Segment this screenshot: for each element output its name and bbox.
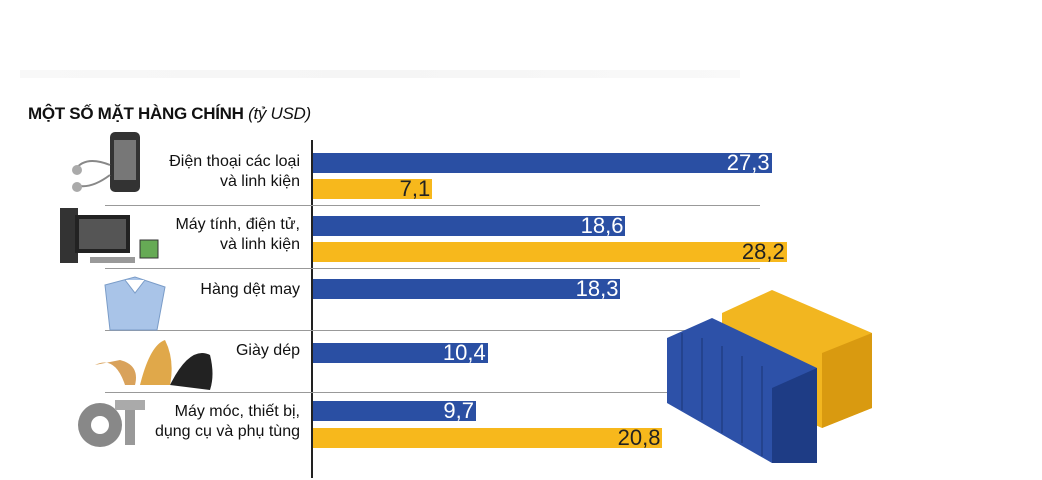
bar-yellow: 28,2 (313, 239, 787, 264)
category-label: Giày dép (236, 341, 300, 361)
row-divider (105, 205, 760, 206)
shoes-icon (95, 340, 213, 390)
data-label: 27,3 (726, 150, 770, 175)
category-label: Máy móc, thiết bị, dụng cụ và phụ tùng (155, 402, 300, 442)
bar-blue: 18,6 (313, 213, 626, 238)
data-label: 10,4 (442, 340, 486, 365)
category-label-line: Máy tính, điện tử, (175, 216, 300, 233)
gear-icon (78, 400, 145, 447)
data-label: 9,7 (443, 398, 474, 423)
unit-text: (tỷ USD) (248, 104, 311, 123)
data-label: 18,6 (580, 213, 624, 238)
category-label: Điện thoại các loại và linh kiện (169, 152, 300, 192)
bar-blue: 27,3 (313, 150, 772, 175)
bar-yellow: 7,1 (313, 176, 433, 201)
shirt-icon (104, 276, 166, 331)
title-text: MỘT SỐ MẶT HÀNG CHÍNH (28, 104, 244, 123)
bar-blue: 18,3 (313, 276, 621, 301)
category-label: Máy tính, điện tử, và linh kiện (175, 215, 300, 255)
computer-icon (60, 208, 159, 263)
data-label: 20,8 (617, 425, 661, 450)
category-label-line: Máy móc, thiết bị, (174, 403, 300, 420)
data-label: 18,3 (575, 276, 619, 301)
category-label-line: dụng cụ và phụ tùng (154, 423, 300, 440)
row-divider (105, 330, 760, 331)
row-divider (105, 268, 760, 269)
shipping-containers-illustration (667, 290, 872, 463)
chart-title: MỘT SỐ MẶT HÀNG CHÍNH (tỷ USD) (28, 104, 311, 124)
category-label-line: và linh kiện (219, 236, 300, 253)
bar-blue: 9,7 (313, 398, 476, 423)
category-label-line: Hàng dệt may (200, 281, 300, 298)
category-label-line: Điện thoại các loại (169, 153, 300, 170)
phone-icon (72, 132, 140, 192)
bar-blue: 10,4 (313, 340, 488, 365)
category-label-line: và linh kiện (219, 173, 300, 190)
category-label: Hàng dệt may (200, 280, 300, 300)
data-label: 7,1 (399, 176, 431, 201)
category-label-line: Giày dép (235, 342, 300, 359)
bar-yellow: 20,8 (313, 425, 663, 450)
data-label: 28,2 (741, 239, 785, 264)
y-axis-line (311, 140, 313, 478)
faded-header (20, 70, 740, 78)
row-divider (105, 392, 760, 393)
